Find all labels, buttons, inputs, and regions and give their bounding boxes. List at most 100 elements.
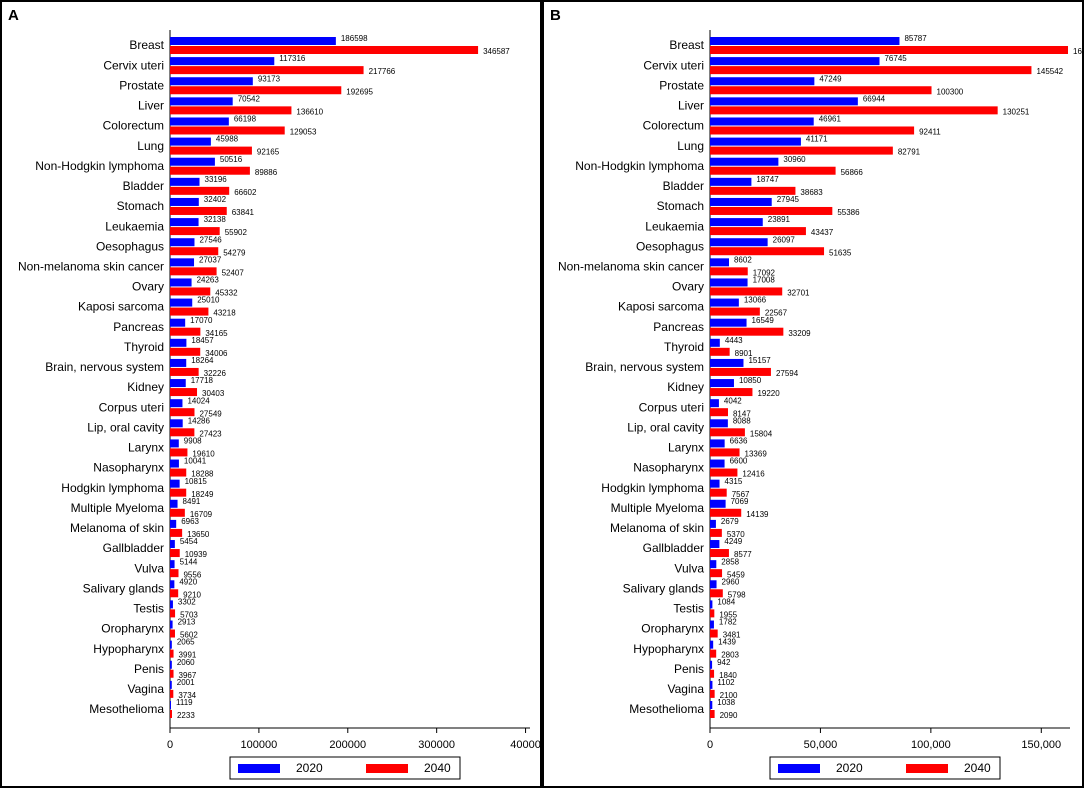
category-label: Oesophagus	[636, 239, 704, 253]
category-label: Non-melanoma skin cancer	[558, 260, 704, 274]
value-label: 1955	[719, 611, 737, 620]
panel-frame	[542, 0, 1084, 788]
bar	[170, 126, 285, 135]
value-label: 85787	[904, 34, 927, 43]
x-tick-label: 40000	[510, 739, 541, 751]
category-label: Hypopharynx	[633, 642, 704, 656]
value-label: 93173	[258, 74, 281, 83]
bar	[710, 459, 725, 468]
bar	[170, 710, 172, 718]
value-label: 46961	[819, 115, 842, 124]
bar	[710, 177, 752, 186]
bar	[710, 106, 998, 115]
value-label: 24263	[197, 276, 220, 285]
value-label: 1102	[717, 678, 735, 687]
bar	[710, 126, 915, 135]
bar	[170, 600, 173, 609]
bar	[170, 379, 186, 388]
bar	[170, 419, 183, 428]
bar	[710, 86, 932, 95]
category-label: Stomach	[657, 199, 704, 213]
bar	[710, 157, 779, 166]
value-label: 16549	[752, 316, 775, 325]
bar	[170, 388, 198, 397]
category-label: Colorectum	[643, 119, 704, 133]
category-label: Kidney	[127, 380, 164, 394]
category-label: Liver	[678, 99, 704, 113]
value-label: 217766	[369, 67, 396, 76]
bar	[710, 609, 715, 618]
bar	[710, 710, 715, 718]
bar	[170, 629, 175, 638]
legend-label: 2040	[964, 761, 991, 775]
legend-label: 2020	[296, 761, 323, 775]
bar	[170, 640, 172, 649]
value-label: 32138	[204, 215, 227, 224]
bar	[170, 218, 199, 227]
value-label: 136610	[296, 107, 323, 116]
value-label: 192695	[346, 87, 373, 96]
value-label: 5370	[727, 530, 745, 539]
bar	[710, 166, 836, 175]
value-label: 145542	[1036, 67, 1063, 76]
bar	[170, 327, 201, 336]
value-label: 6636	[730, 437, 748, 446]
bar	[710, 347, 730, 356]
bar	[170, 508, 185, 517]
value-label: 70542	[238, 94, 261, 103]
bar	[710, 77, 815, 86]
category-label: Mesothelioma	[89, 702, 164, 716]
bar	[170, 66, 364, 75]
category-label: Non-Hodgkin lymphoma	[35, 159, 164, 173]
value-label: 27594	[776, 369, 799, 378]
value-label: 9556	[183, 570, 201, 579]
category-label: Multiple Myeloma	[611, 501, 705, 515]
bar	[710, 379, 734, 388]
bar	[710, 238, 768, 247]
category-label: Bladder	[663, 179, 704, 193]
bar	[710, 186, 796, 195]
bar	[710, 660, 713, 669]
category-label: Vulva	[134, 561, 164, 575]
value-label: 1840	[719, 671, 737, 680]
bar	[170, 660, 172, 669]
bar	[170, 197, 199, 206]
bar	[170, 580, 175, 589]
category-label: Brain, nervous system	[585, 360, 704, 374]
value-label: 82791	[898, 148, 921, 157]
value-label: 26097	[773, 235, 796, 244]
value-label: 47249	[819, 74, 842, 83]
value-label: 14024	[187, 396, 210, 405]
bar	[710, 117, 814, 126]
value-label: 10815	[185, 477, 208, 486]
bar	[170, 488, 187, 497]
value-label: 30960	[783, 155, 806, 164]
bar	[170, 499, 178, 508]
category-label: Ovary	[672, 280, 704, 294]
value-label: 66198	[234, 115, 257, 124]
value-label: 1084	[717, 598, 735, 607]
legend-swatch	[778, 764, 820, 773]
category-label: Oesophagus	[96, 239, 164, 253]
value-label: 6600	[730, 457, 748, 466]
bar	[170, 157, 215, 166]
value-label: 55386	[837, 208, 860, 217]
value-label: 5602	[180, 631, 198, 640]
value-label: 8577	[734, 550, 752, 559]
value-label: 4042	[724, 396, 742, 405]
value-label: 32226	[204, 369, 227, 378]
category-label: Hodgkin lymphoma	[601, 481, 704, 495]
value-label: 66944	[863, 94, 886, 103]
legend-label: 2020	[836, 761, 863, 775]
bar	[170, 549, 180, 558]
bar	[710, 600, 713, 609]
bar	[170, 46, 479, 54]
value-label: 3734	[178, 691, 196, 700]
bar	[710, 540, 720, 549]
category-label: Brain, nervous system	[45, 360, 164, 374]
bar	[170, 146, 252, 155]
bar	[710, 589, 723, 598]
value-label: 23891	[768, 215, 791, 224]
value-label: 8147	[733, 409, 751, 418]
bar	[710, 287, 783, 296]
